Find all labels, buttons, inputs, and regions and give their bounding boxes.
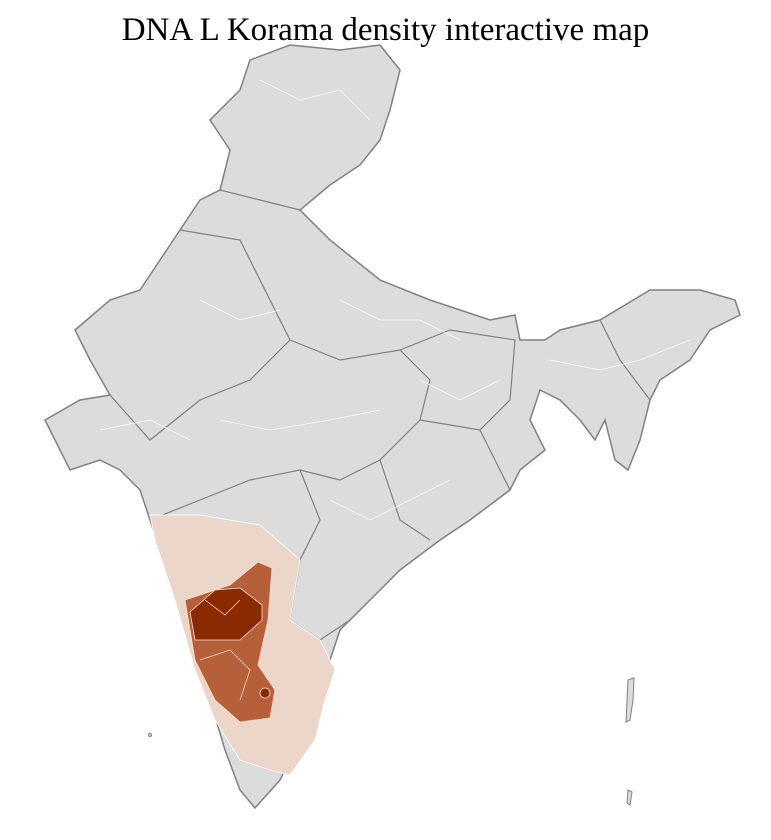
lakshadweep-islands [148,733,152,737]
state-border [219,189,301,211]
state-border [399,329,516,431]
district-borders [99,79,691,521]
map-title: DNA L Korama density interactive map [121,12,650,48]
region-high-density-small[interactable] [259,687,271,699]
nicobar-islands [626,789,633,806]
islands [148,677,635,806]
density-regions [149,514,336,776]
india-landmass[interactable] [44,44,741,810]
state-border [109,229,291,441]
andaman-islands [625,677,635,723]
state-border [599,319,651,401]
state-border [479,429,511,491]
country-outline [44,44,741,810]
state-border [379,459,431,541]
